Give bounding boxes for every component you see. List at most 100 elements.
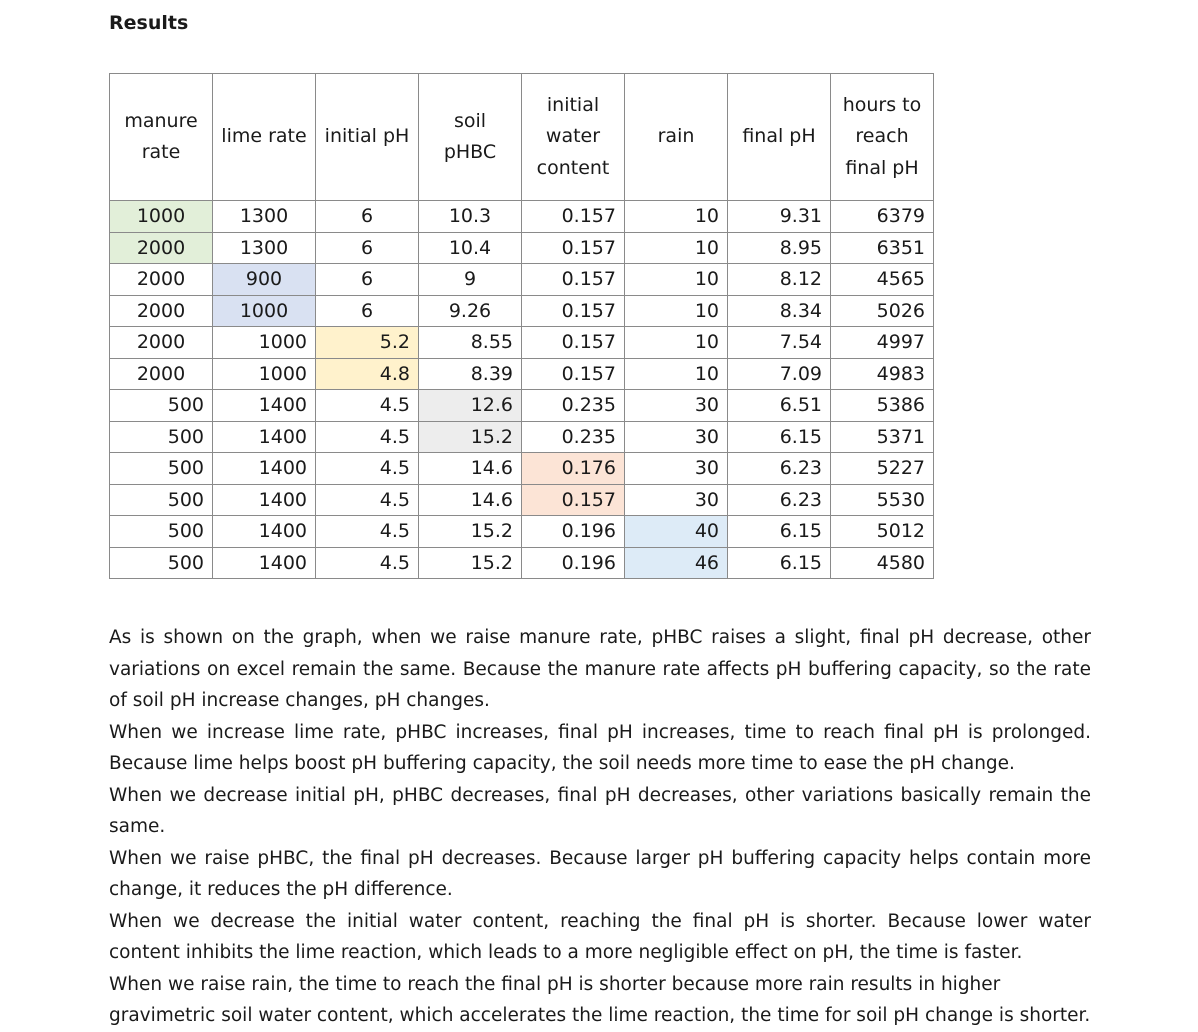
column-header: lime rate <box>212 73 316 201</box>
table-row: 500 1400 4.5 15.2 0.196 46 6.15 4580 <box>109 546 934 579</box>
table-cell: 8.95 <box>727 231 831 264</box>
table-cell: 500 <box>109 546 213 579</box>
table-cell: 5.2 <box>315 326 419 359</box>
paragraph-manure: As is shown on the graph, when we raise … <box>109 627 1091 711</box>
table-body: 1000 1300 6 10.3 0.157 10 9.31 6379 2000 1300 6 10.… <box>109 200 934 579</box>
table-cell: 500 <box>109 452 213 485</box>
table-cell: 0.196 <box>521 515 625 548</box>
table-cell: 2000 <box>109 294 213 327</box>
table-cell: 14.6 <box>418 483 522 516</box>
column-header: initial pH <box>315 73 419 201</box>
results-heading: Results <box>109 12 189 34</box>
table-cell: 900 <box>212 263 316 296</box>
table-cell: 10 <box>624 200 728 233</box>
table-row: 2000 1300 6 10.4 0.157 10 8.95 6351 <box>109 231 934 264</box>
table-cell: 8.55 <box>418 326 522 359</box>
table-cell: 0.157 <box>521 483 625 516</box>
table-cell: 5371 <box>830 420 934 453</box>
table-cell: 9 <box>418 263 522 296</box>
table-cell: 1000 <box>212 357 316 390</box>
table-row: 2000 1000 6 9.26 0.157 10 8.34 5026 <box>109 294 934 327</box>
table-cell: 0.157 <box>521 200 625 233</box>
results-table: manure rate lime rate initial pH soil pHBC i… <box>109 73 934 579</box>
table-row: 500 1400 4.5 14.6 0.176 30 6.23 5227 <box>109 452 934 485</box>
table-cell: 6 <box>315 263 419 296</box>
column-header: rain <box>624 73 728 201</box>
table-cell: 15.2 <box>418 546 522 579</box>
table-cell: 500 <box>109 483 213 516</box>
table-cell: 1400 <box>212 389 316 422</box>
table-cell: 40 <box>624 515 728 548</box>
table-row: 2000 900 6 9 0.157 10 8.12 4565 <box>109 263 934 296</box>
paragraph-lime: When we increase lime rate, pHBC increas… <box>109 721 1091 775</box>
table-cell: 4997 <box>830 326 934 359</box>
table-cell: 5227 <box>830 452 934 485</box>
table-cell: 0.157 <box>521 357 625 390</box>
table-cell: 6351 <box>830 231 934 264</box>
table-cell: 10.4 <box>418 231 522 264</box>
table-row: 500 1400 4.5 15.2 0.196 40 6.15 5012 <box>109 515 934 548</box>
table-cell: 2000 <box>109 326 213 359</box>
table-row: 2000 1000 5.2 8.55 0.157 10 7.54 4997 <box>109 326 934 359</box>
table-cell: 4580 <box>830 546 934 579</box>
table-cell: 30 <box>624 452 728 485</box>
table-cell: 6.15 <box>727 546 831 579</box>
column-header: initial water content <box>521 73 625 201</box>
table-cell: 1000 <box>212 326 316 359</box>
table-cell: 1400 <box>212 420 316 453</box>
column-header: manure rate <box>109 73 213 201</box>
table-cell: 2000 <box>109 231 213 264</box>
table-cell: 5386 <box>830 389 934 422</box>
table-cell: 8.39 <box>418 357 522 390</box>
table-cell: 30 <box>624 483 728 516</box>
table-cell: 0.157 <box>521 294 625 327</box>
table-cell: 500 <box>109 420 213 453</box>
table-cell: 15.2 <box>418 515 522 548</box>
table-cell: 1300 <box>212 200 316 233</box>
table-cell: 2000 <box>109 263 213 296</box>
table-cell: 6.15 <box>727 515 831 548</box>
paragraph-phbc: When we raise pHBC, the final pH decreas… <box>109 847 1091 901</box>
table-cell: 4.5 <box>315 546 419 579</box>
table-cell: 6 <box>315 231 419 264</box>
table-cell: 4.5 <box>315 483 419 516</box>
table-cell: 0.235 <box>521 389 625 422</box>
table-cell: 0.176 <box>521 452 625 485</box>
table-row: 1000 1300 6 10.3 0.157 10 9.31 6379 <box>109 200 934 233</box>
table-cell: 7.09 <box>727 357 831 390</box>
table-cell: 10 <box>624 326 728 359</box>
table-cell: 0.157 <box>521 326 625 359</box>
table-cell: 4.5 <box>315 452 419 485</box>
table-cell: 14.6 <box>418 452 522 485</box>
table-cell: 15.2 <box>418 420 522 453</box>
table-cell: 9.31 <box>727 200 831 233</box>
table-cell: 46 <box>624 546 728 579</box>
table-cell: 10 <box>624 357 728 390</box>
table-cell: 0.157 <box>521 263 625 296</box>
table-cell: 4.5 <box>315 515 419 548</box>
table-cell: 10.3 <box>418 200 522 233</box>
table-cell: 6.23 <box>727 452 831 485</box>
table-row: 500 1400 4.5 14.6 0.157 30 6.23 5530 <box>109 483 934 516</box>
table-cell: 6 <box>315 294 419 327</box>
table-cell: 500 <box>109 389 213 422</box>
table-cell: 0.196 <box>521 546 625 579</box>
table-cell: 0.235 <box>521 420 625 453</box>
table-cell: 8.12 <box>727 263 831 296</box>
table-row: 500 1400 4.5 12.6 0.235 30 6.51 5386 <box>109 389 934 422</box>
table-cell: 10 <box>624 263 728 296</box>
table-row: 2000 1000 4.8 8.39 0.157 10 7.09 4983 <box>109 357 934 390</box>
table-cell: 30 <box>624 389 728 422</box>
table-cell: 6.15 <box>727 420 831 453</box>
table-cell: 4.8 <box>315 357 419 390</box>
table-cell: 6379 <box>830 200 934 233</box>
table-cell: 4.5 <box>315 389 419 422</box>
table-cell: 30 <box>624 420 728 453</box>
table-cell: 10 <box>624 231 728 264</box>
column-header: soil pHBC <box>418 73 522 201</box>
table-cell: 6 <box>315 200 419 233</box>
table-cell: 5026 <box>830 294 934 327</box>
table-cell: 5530 <box>830 483 934 516</box>
table-cell: 1400 <box>212 515 316 548</box>
table-cell: 4.5 <box>315 420 419 453</box>
